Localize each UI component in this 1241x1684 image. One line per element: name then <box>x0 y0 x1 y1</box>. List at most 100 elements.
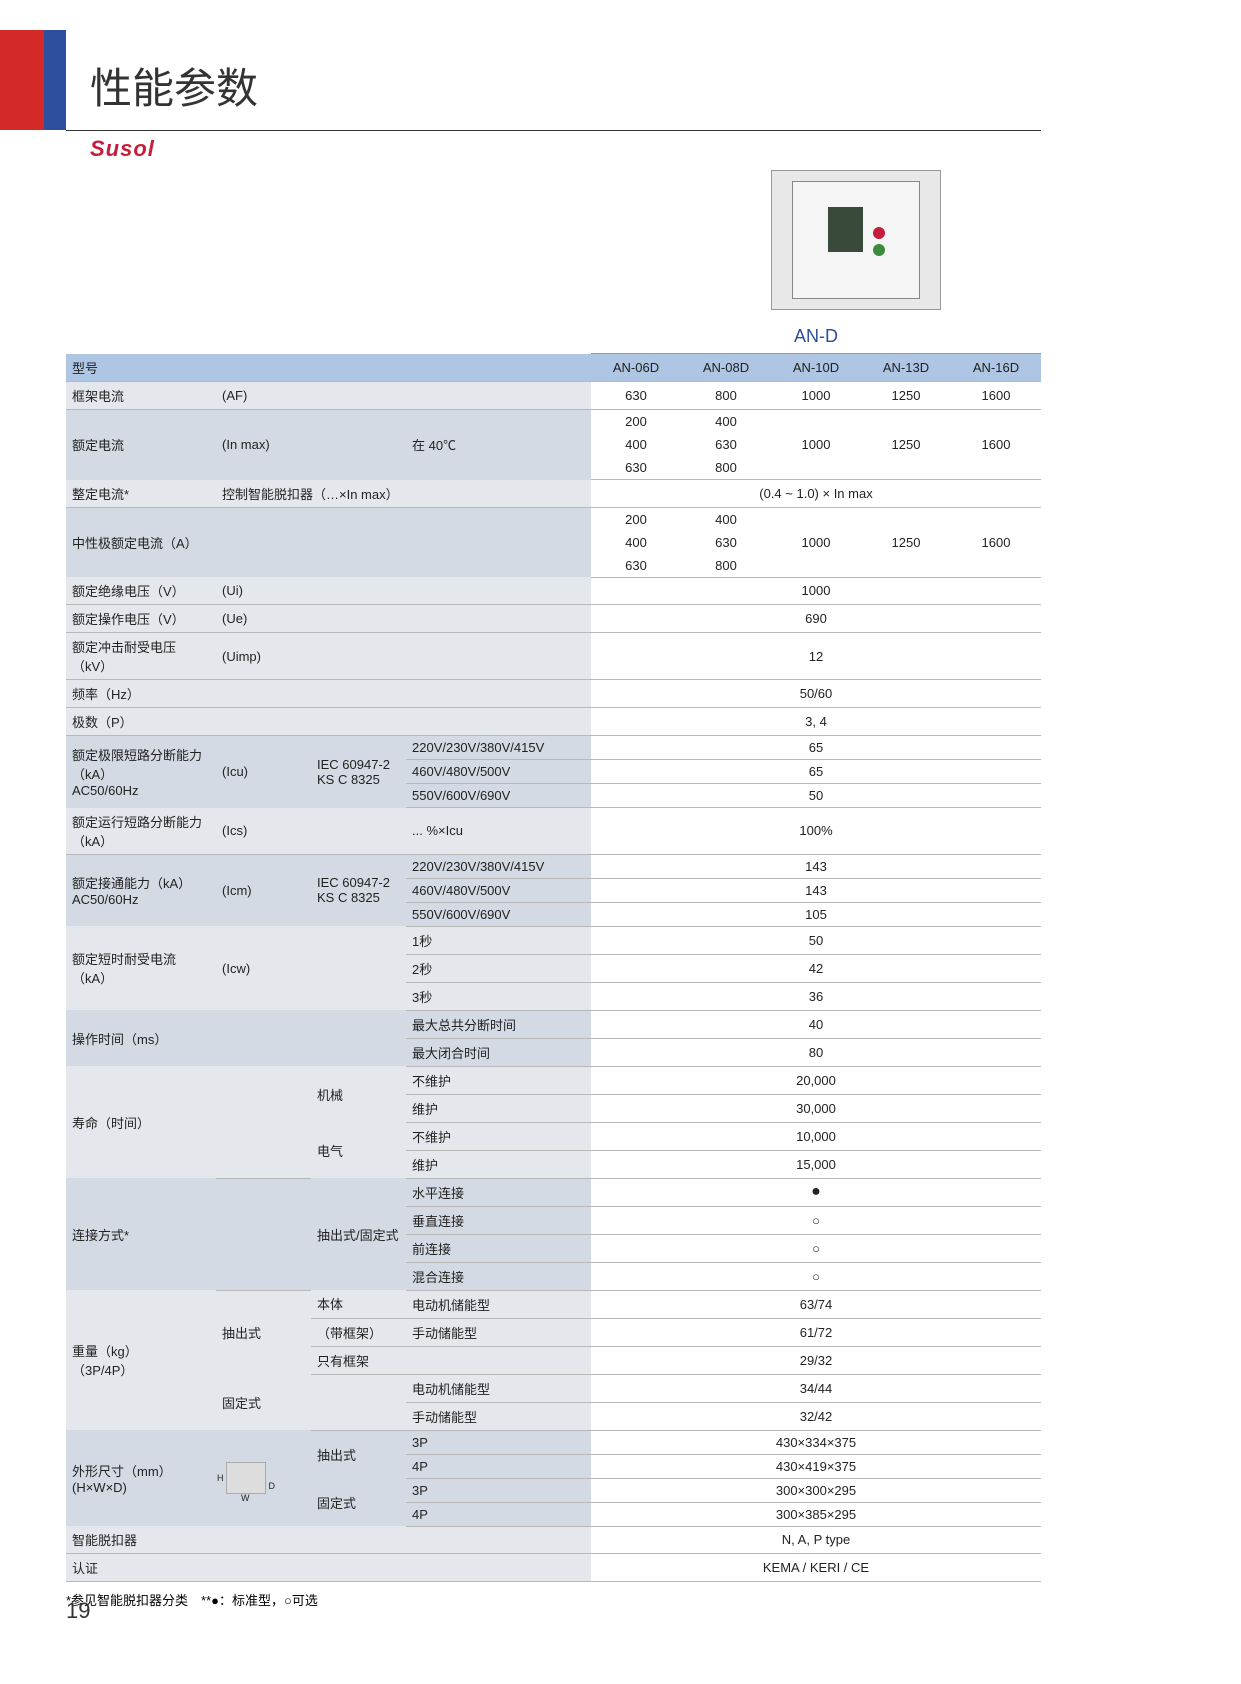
std-label: IEC 60947-2 <box>317 875 400 890</box>
sub-label: 前连接 <box>406 1234 591 1262</box>
cell: 143 <box>591 878 1041 902</box>
row-label: 重量（kg） <box>72 1341 210 1360</box>
cell: 690 <box>591 605 1041 633</box>
cell: 1000 <box>771 433 861 456</box>
row-label: 操作时间（ms） <box>66 1010 216 1066</box>
accent-blue-bar <box>44 30 66 130</box>
model-col: AN-06D <box>591 354 681 382</box>
cell: 3, 4 <box>591 708 1041 736</box>
cell <box>951 410 1041 434</box>
time-label: 2秒 <box>406 954 591 982</box>
table-row: 极数（P） 3, 4 <box>66 708 1041 736</box>
accent-red-bar <box>0 30 44 130</box>
cell <box>771 456 861 480</box>
cell: 50 <box>591 926 1041 954</box>
table-row: 框架电流 (AF) 630 800 1000 1250 1600 <box>66 382 1041 410</box>
table-row: 频率（Hz） 50/60 <box>66 680 1041 708</box>
sub-label: 固定式 <box>311 1478 406 1526</box>
sub-label: 抽出式 <box>216 1290 311 1374</box>
row-unit: (Icm) <box>216 854 311 926</box>
cell <box>861 410 951 434</box>
table-row: 额定运行短路分断能力（kA） (Ics) ... %×Icu 100% <box>66 808 1041 855</box>
std-label: KS C 8325 <box>317 890 400 905</box>
sub-label: 4P <box>406 1502 591 1526</box>
row-label: 额定短时耐受电流（kA） <box>66 926 216 1010</box>
sub-label: 3P <box>406 1478 591 1502</box>
cell: 1000 <box>591 577 1041 605</box>
table-row: 智能脱扣器 N, A, P type <box>66 1526 1041 1554</box>
row-label: 智能脱扣器 <box>66 1526 216 1554</box>
model-col: AN-16D <box>951 354 1041 382</box>
cell: 80 <box>591 1038 1041 1066</box>
cell: 430×334×375 <box>591 1430 1041 1454</box>
cell: 1000 <box>771 382 861 410</box>
sub-label: 电动机储能型 <box>406 1374 591 1402</box>
row-label: 认证 <box>66 1554 216 1582</box>
table-row: 额定短时耐受电流（kA） (Icw) 1秒 50 <box>66 926 1041 954</box>
row-sub: （3P/4P） <box>72 1360 210 1379</box>
cell: 430×419×375 <box>591 1454 1041 1478</box>
sub-label: 不维护 <box>406 1066 591 1094</box>
cell: 1600 <box>951 433 1041 456</box>
page-title: 性能参数 <box>90 55 258 116</box>
row-unit: (Icw) <box>216 926 311 1010</box>
table-row: 额定接通能力（kA） AC50/60Hz (Icm) IEC 60947-2 K… <box>66 854 1041 878</box>
row-label: 中性极额定电流（A） <box>66 507 216 577</box>
cell: 200 <box>591 410 681 434</box>
row-sub: AC50/60Hz <box>72 892 210 907</box>
row-unit: (Ue) <box>216 605 311 633</box>
cell: 200 <box>591 507 681 531</box>
cell: 65 <box>591 736 1041 760</box>
row-unit: (Ui) <box>216 577 311 605</box>
cell: ○ <box>591 1262 1041 1290</box>
sub-label: 固定式 <box>216 1374 311 1430</box>
sub-label: 电气 <box>311 1122 406 1178</box>
table-row: 操作时间（ms） 最大总共分断时间 40 <box>66 1010 1041 1038</box>
cell: 630 <box>681 433 771 456</box>
row-label: 连接方式* <box>66 1178 216 1290</box>
cell <box>951 456 1041 480</box>
cell: ○ <box>591 1206 1041 1234</box>
cell: 12 <box>591 633 1041 680</box>
sub-label: 手动储能型 <box>406 1402 591 1430</box>
sub-label: 只有框架 <box>311 1346 406 1374</box>
cell: 42 <box>591 954 1041 982</box>
row-cond: ... %×Icu <box>406 808 591 855</box>
std-label: KS C 8325 <box>317 772 400 787</box>
cell <box>771 410 861 434</box>
page: 性能参数 Susol AN-D 型号 AN-06D AN-08D AN-10D … <box>0 0 1241 1684</box>
sub-label: 手动储能型 <box>406 1318 591 1346</box>
row-label: 额定冲击耐受电压（kV） <box>66 633 216 680</box>
row-label: 额定绝缘电压（V） <box>66 577 216 605</box>
cell: 40 <box>591 1010 1041 1038</box>
cell: 630 <box>591 554 681 578</box>
table-row: 额定极限短路分断能力（kA） AC50/60Hz (Icu) IEC 60947… <box>66 736 1041 760</box>
cell: 36 <box>591 982 1041 1010</box>
volt-label: 460V/480V/500V <box>406 760 591 784</box>
sub-label: 电动机储能型 <box>406 1290 591 1318</box>
spec-table: 型号 AN-06D AN-08D AN-10D AN-13D AN-16D 框架… <box>66 354 1041 1582</box>
model-col: AN-08D <box>681 354 771 382</box>
row-label: 极数（P） <box>66 708 216 736</box>
table-row: 寿命（时间） 机械 不维护 20,000 <box>66 1066 1041 1094</box>
volt-label: 460V/480V/500V <box>406 878 591 902</box>
row-label: 频率（Hz） <box>66 680 216 708</box>
footnote: *参见智能脱扣器分类 **●：标准型，○可选 <box>66 1590 1041 1609</box>
cell: 400 <box>591 433 681 456</box>
row-label: 框架电流 <box>66 382 216 410</box>
sub-label: 水平连接 <box>406 1178 591 1206</box>
cell: 20,000 <box>591 1066 1041 1094</box>
row-label: 额定接通能力（kA） <box>72 873 210 892</box>
cell: 29/32 <box>591 1346 1041 1374</box>
cell: 1250 <box>861 531 951 554</box>
cell: 65 <box>591 760 1041 784</box>
row-label: 额定极限短路分断能力（kA） <box>72 745 210 783</box>
cell: 1600 <box>951 382 1041 410</box>
cell: 1000 <box>771 531 861 554</box>
cell: 61/72 <box>591 1318 1041 1346</box>
sub-label: 维护 <box>406 1094 591 1122</box>
cell: 34/44 <box>591 1374 1041 1402</box>
series-name: AN-D <box>591 320 1041 354</box>
row-label: 额定操作电压（V） <box>66 605 216 633</box>
table-row: 额定绝缘电压（V） (Ui) 1000 <box>66 577 1041 605</box>
